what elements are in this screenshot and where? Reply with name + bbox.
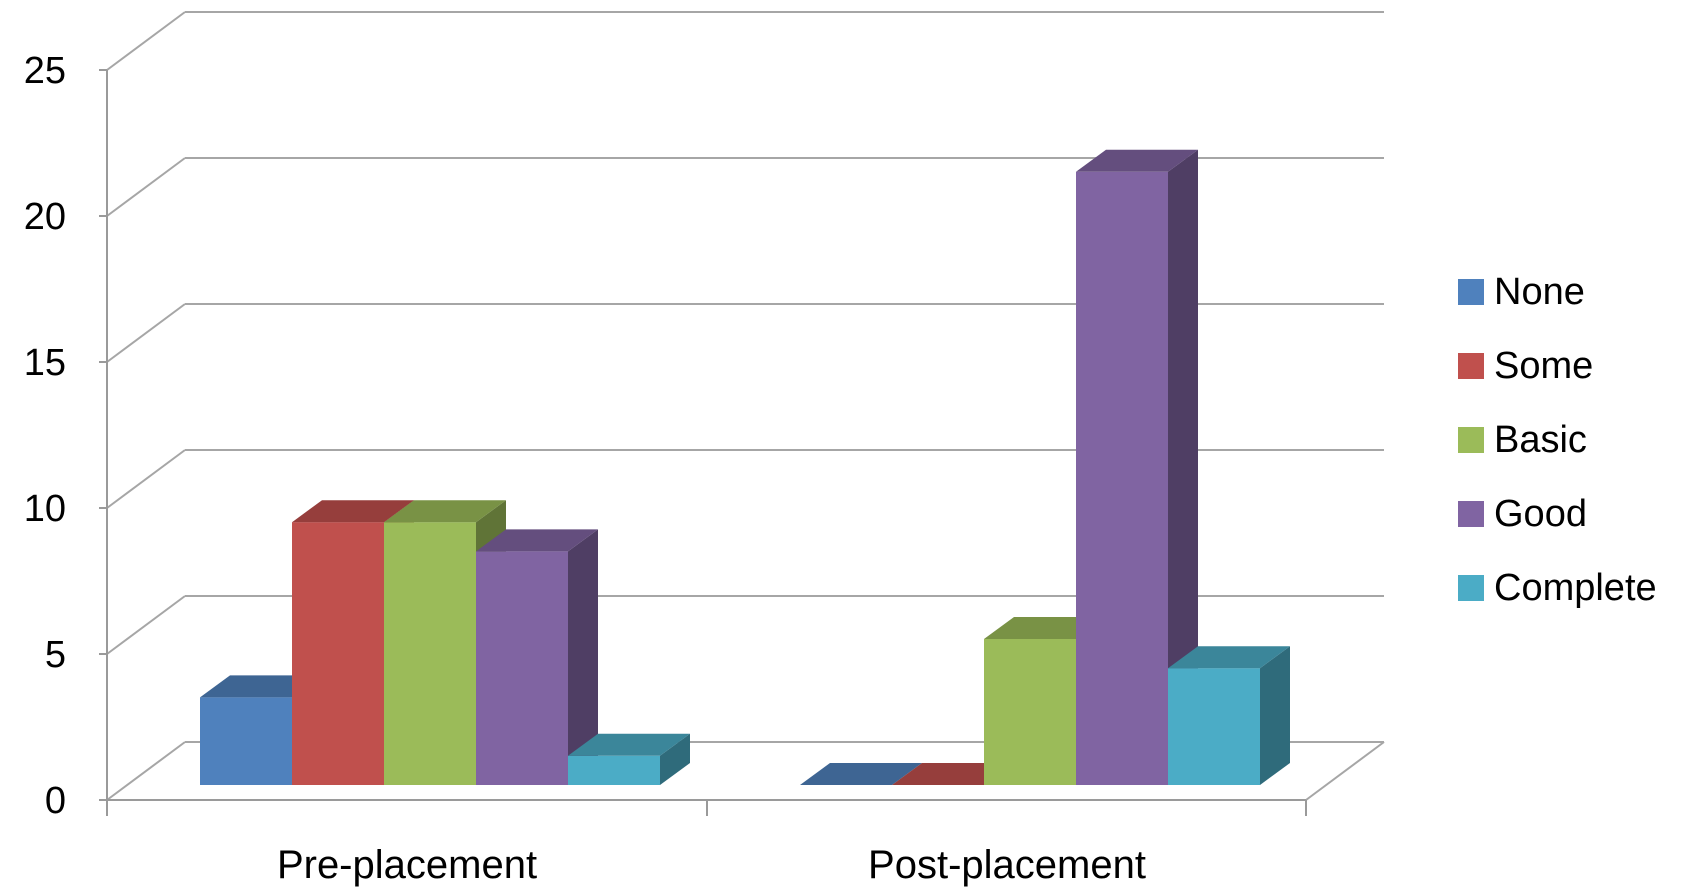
bar — [892, 763, 1014, 785]
legend: None Some Basic Good Complete — [1458, 271, 1657, 609]
legend-label: None — [1494, 271, 1585, 313]
legend-item: Basic — [1458, 419, 1587, 461]
bar-front — [476, 551, 568, 785]
y-tick-label: 15 — [24, 342, 66, 384]
bar — [1076, 149, 1198, 786]
y-tick-label: 20 — [24, 196, 66, 238]
bar-top — [384, 500, 506, 523]
legend-item: None — [1458, 271, 1585, 313]
legend-swatch — [1458, 501, 1484, 527]
legend-swatch — [1458, 575, 1484, 601]
legend-item: Complete — [1458, 567, 1657, 609]
legend-label: Complete — [1494, 567, 1657, 609]
x-axis-tick-labels: Pre-placement Post-placement — [277, 843, 1146, 887]
bar — [476, 529, 598, 785]
bar-top — [200, 675, 322, 698]
legend-item: Good — [1458, 493, 1587, 535]
bars — [200, 149, 1290, 786]
bar-side — [1260, 646, 1290, 785]
gridline-diagonal — [106, 157, 186, 217]
bar-top — [292, 500, 414, 523]
gridline-diagonal — [106, 449, 186, 509]
bar — [1168, 646, 1290, 785]
bar-top — [1168, 646, 1290, 669]
floor-right-edge — [1305, 741, 1385, 801]
legend-swatch — [1458, 353, 1484, 379]
bar-front — [568, 755, 660, 785]
bar-side — [660, 733, 690, 785]
bar-front — [384, 522, 476, 785]
legend-swatch — [1458, 279, 1484, 305]
gridline-diagonal — [106, 11, 186, 71]
legend-label: Good — [1494, 493, 1587, 535]
bar-top — [800, 763, 922, 785]
bar-front — [984, 639, 1076, 785]
x-tick-label: Post-placement — [868, 843, 1146, 887]
bar-top — [984, 617, 1106, 639]
bar-top — [476, 529, 598, 552]
bar-front — [1168, 668, 1260, 785]
y-tick-label: 10 — [24, 488, 66, 530]
y-tick-label: 25 — [24, 50, 66, 92]
bar-top — [1076, 149, 1198, 172]
bar-side — [568, 529, 598, 785]
y-tick-label: 5 — [45, 634, 66, 676]
bar-side — [1168, 149, 1198, 786]
legend-label: Some — [1494, 345, 1593, 387]
bar-top — [892, 763, 1014, 785]
bar-front — [1076, 171, 1168, 786]
gridline-diagonal — [106, 303, 186, 363]
legend-swatch — [1458, 427, 1484, 453]
bar-front — [200, 697, 292, 785]
bar — [568, 733, 690, 785]
bar — [800, 763, 922, 785]
legend-label: Basic — [1494, 419, 1587, 461]
gridline-diagonal — [106, 595, 186, 655]
x-tick-label: Pre-placement — [277, 843, 537, 887]
legend-item: Some — [1458, 345, 1593, 387]
bar-front — [292, 522, 384, 785]
y-tick-label: 0 — [45, 780, 66, 822]
bar-top — [568, 733, 690, 756]
gridline-diagonal — [106, 741, 186, 801]
y-axis-tick-labels: 0 5 10 15 20 25 — [24, 50, 66, 822]
